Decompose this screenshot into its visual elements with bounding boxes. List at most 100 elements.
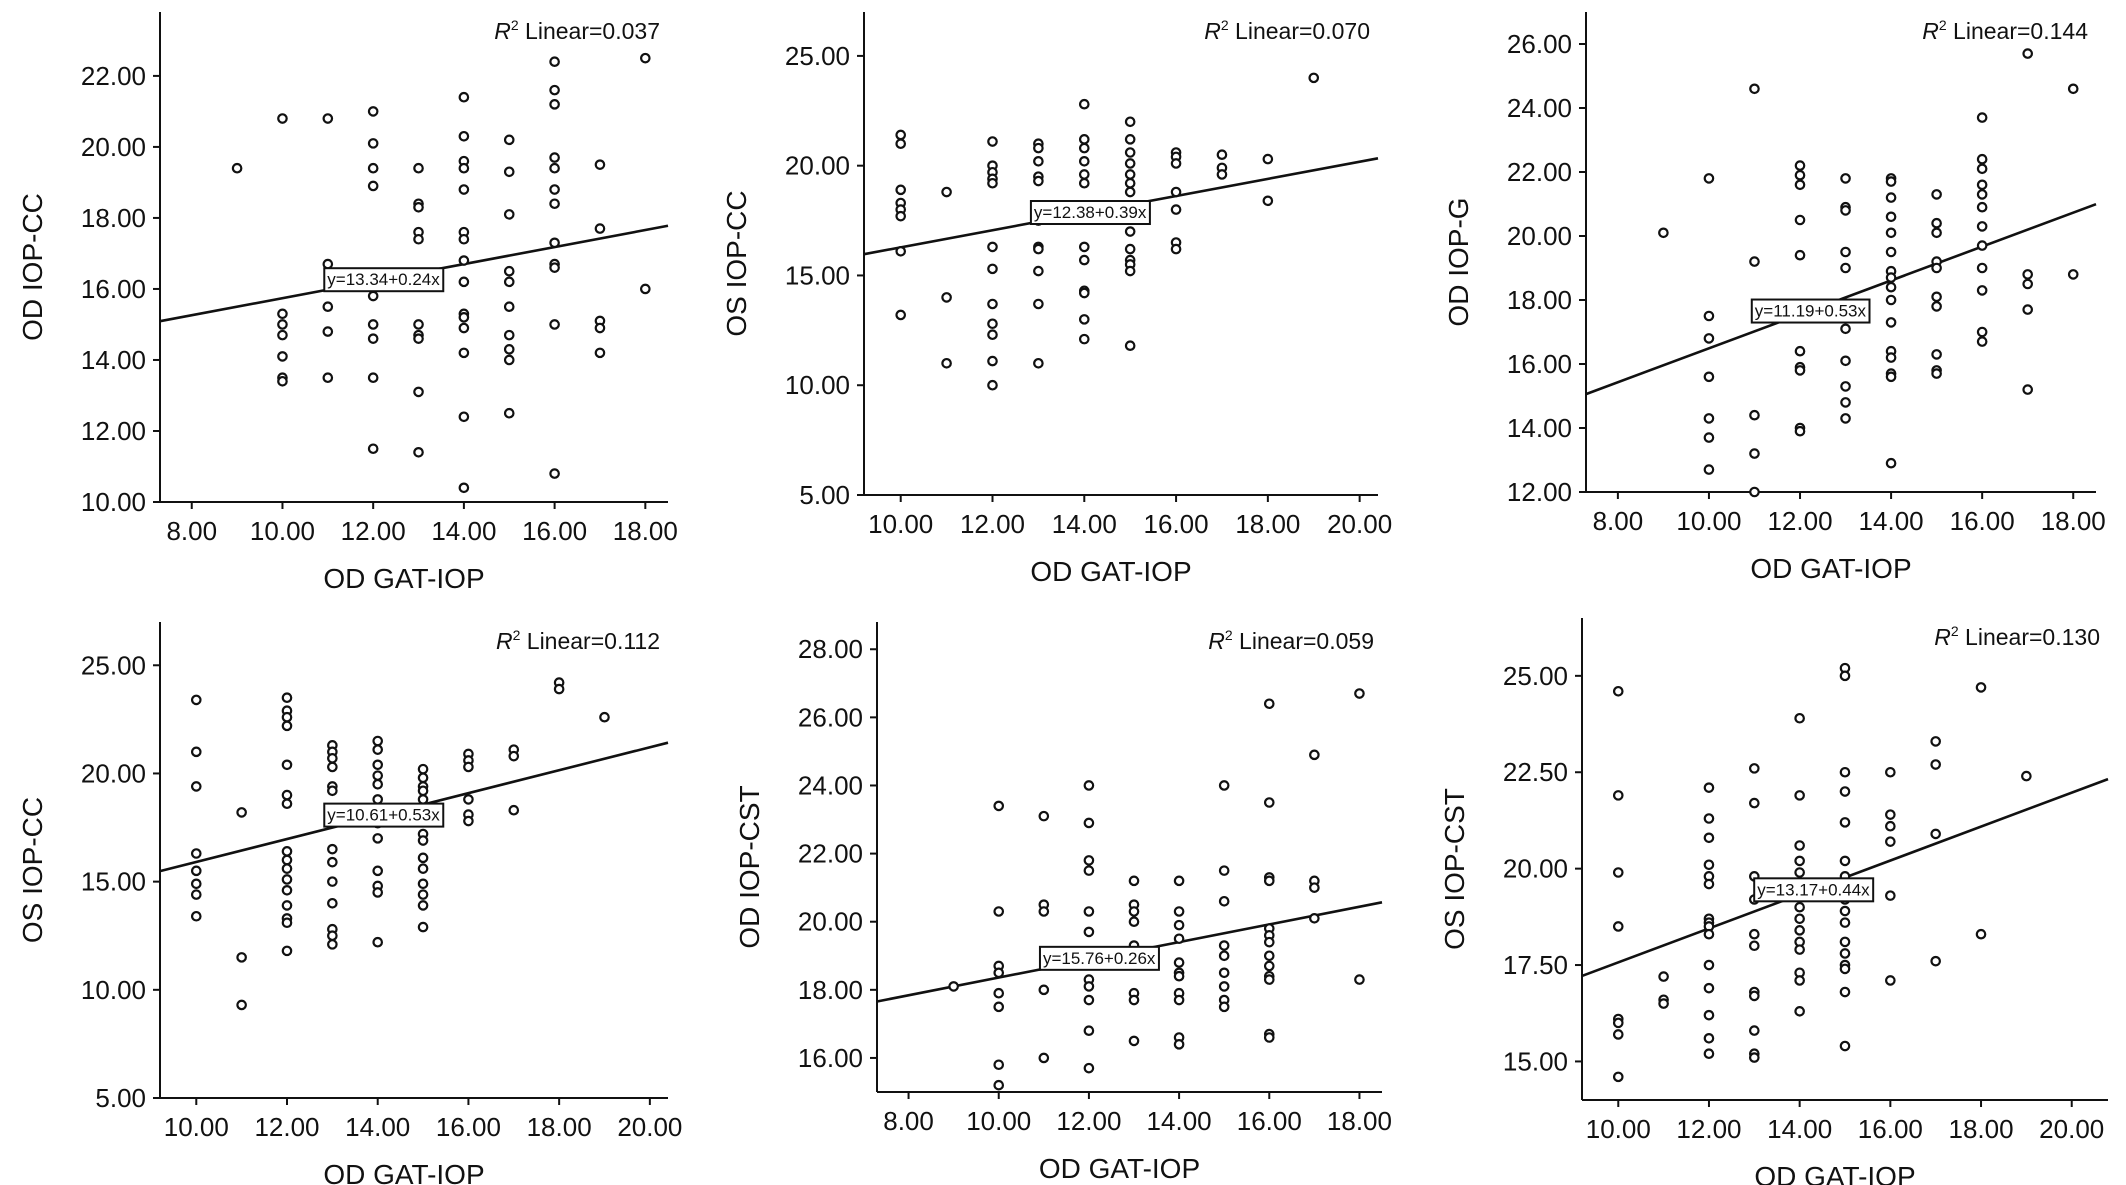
data-point [1263,698,1275,710]
data-point [1885,352,1897,363]
data-point [458,482,470,494]
data-point [2022,48,2033,59]
data-point [1083,981,1095,992]
data-point [1124,265,1136,277]
x-tick-label: 10.00 [1676,506,1741,536]
data-point [993,1079,1005,1091]
data-point [1033,298,1044,310]
data-point [1885,457,1897,469]
data-point [1794,249,1806,261]
data-point [987,241,998,253]
data-point [987,298,998,310]
data-point [1976,221,1988,232]
data-point [941,292,952,303]
y-tick-label: 12.00 [81,416,146,446]
data-point [327,939,338,950]
x-tick-label: 10.00 [868,509,933,539]
data-point [1083,994,1095,1006]
data-point [1173,875,1185,887]
data-point [1976,240,1988,251]
data-point [1885,975,1896,986]
data-point [372,744,384,755]
data-point [503,209,515,220]
data-point [1216,149,1228,161]
y-tick-label: 22.00 [798,839,863,869]
data-point [372,833,384,844]
data-point [1612,685,1624,697]
data-point [1931,227,1942,239]
y-tick-label: 15.00 [785,260,850,290]
data-point [413,446,424,458]
data-point [281,720,293,732]
data-point [1749,940,1760,952]
data-point [458,130,470,142]
data-point [463,815,474,827]
data-point [281,789,293,801]
data-point [417,785,429,797]
data-point [1794,901,1805,913]
y-tick-label: 22.00 [1507,157,1572,187]
data-point [549,99,560,110]
data-point [1124,158,1136,169]
x-axis-label: OD GAT-IOP [1754,1161,1915,1185]
data-point [1263,974,1275,985]
x-tick-label: 8.00 [1593,506,1644,536]
data-point [190,694,202,706]
y-tick-label: 18.00 [81,203,146,233]
data-point [413,162,424,174]
data-point [503,354,515,366]
data-point [281,759,293,771]
svg-text:y=10.61+0.53x: y=10.61+0.53x [327,806,440,825]
data-point [190,910,202,922]
data-point [367,180,379,192]
x-tick-label: 10.00 [164,1112,229,1142]
data-point [993,967,1005,979]
data-point [1124,340,1136,352]
data-point [2022,269,2033,280]
r2-linear-label: R2 Linear=0.037 [494,17,660,44]
data-point [1749,763,1760,774]
data-point [1885,246,1897,258]
x-axis-label: OD GAT-IOP [323,1159,484,1185]
y-tick-label: 22.00 [81,61,146,91]
scatter-panel-6: 10.00 12.00 14.00 16.00 18.00 20.00 15.00 17.50… [1439,618,2109,1185]
data-point [1078,155,1090,167]
data-point [277,319,288,330]
data-point [1308,72,1320,84]
data-point [1930,955,1941,967]
data-point [281,692,293,704]
equation-label: y=10.61+0.53x [323,802,445,828]
data-point [327,785,338,797]
data-point [413,201,424,213]
data-point [508,750,520,762]
data-point [281,711,293,723]
x-tick-label: 16.00 [1144,509,1209,539]
data-point [1885,809,1896,820]
data-point [417,889,429,900]
data-point [895,309,907,321]
data-point [1976,262,1988,274]
data-point [1975,682,1987,693]
data-point [190,889,202,900]
data-point [1976,201,1988,213]
y-tick-label: 20.00 [1503,854,1568,884]
data-point [190,781,202,792]
x-tick-label: 18.00 [1235,509,1300,539]
data-point [1124,147,1136,158]
data-point [1354,688,1365,699]
data-point [281,798,293,810]
data-point [281,846,293,857]
equation-box [1750,298,1871,324]
y-tick-label: 15.00 [1503,1046,1568,1076]
equation-box [1029,200,1151,226]
data-point [1038,1052,1050,1064]
data-point [503,344,515,355]
x-tick-label: 18.00 [1327,1106,1392,1136]
data-point [1033,155,1044,167]
data-point [458,184,470,195]
scatter-panel-4: 10.00 12.00 14.00 16.00 18.00 20.00 5.00 10.00 1… [17,622,682,1185]
data-point [463,761,474,773]
data-point [1173,970,1185,982]
data-point [1124,169,1136,180]
y-axis-label: OS IOP-CC [17,797,48,943]
